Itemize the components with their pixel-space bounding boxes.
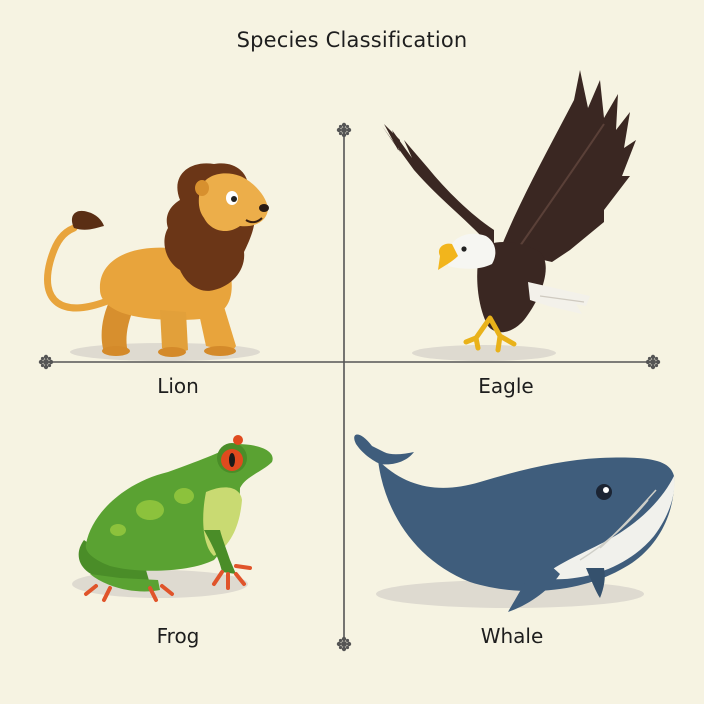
frog-illustration (72, 435, 273, 602)
diagram-title: Species Classification (236, 28, 468, 52)
axis-ornament-icon (336, 122, 352, 138)
lion-illustration (44, 163, 269, 361)
axis-ornament-icon (38, 354, 54, 370)
whale-illustration (354, 434, 675, 612)
eagle-illustration (382, 70, 636, 361)
label-lion: Lion (157, 374, 199, 398)
label-frog: Frog (156, 624, 200, 648)
label-eagle: Eagle (478, 374, 534, 398)
axis-ornament-icon (336, 636, 352, 652)
axis-ornament-icon (645, 354, 661, 370)
label-whale: Whale (480, 624, 544, 648)
